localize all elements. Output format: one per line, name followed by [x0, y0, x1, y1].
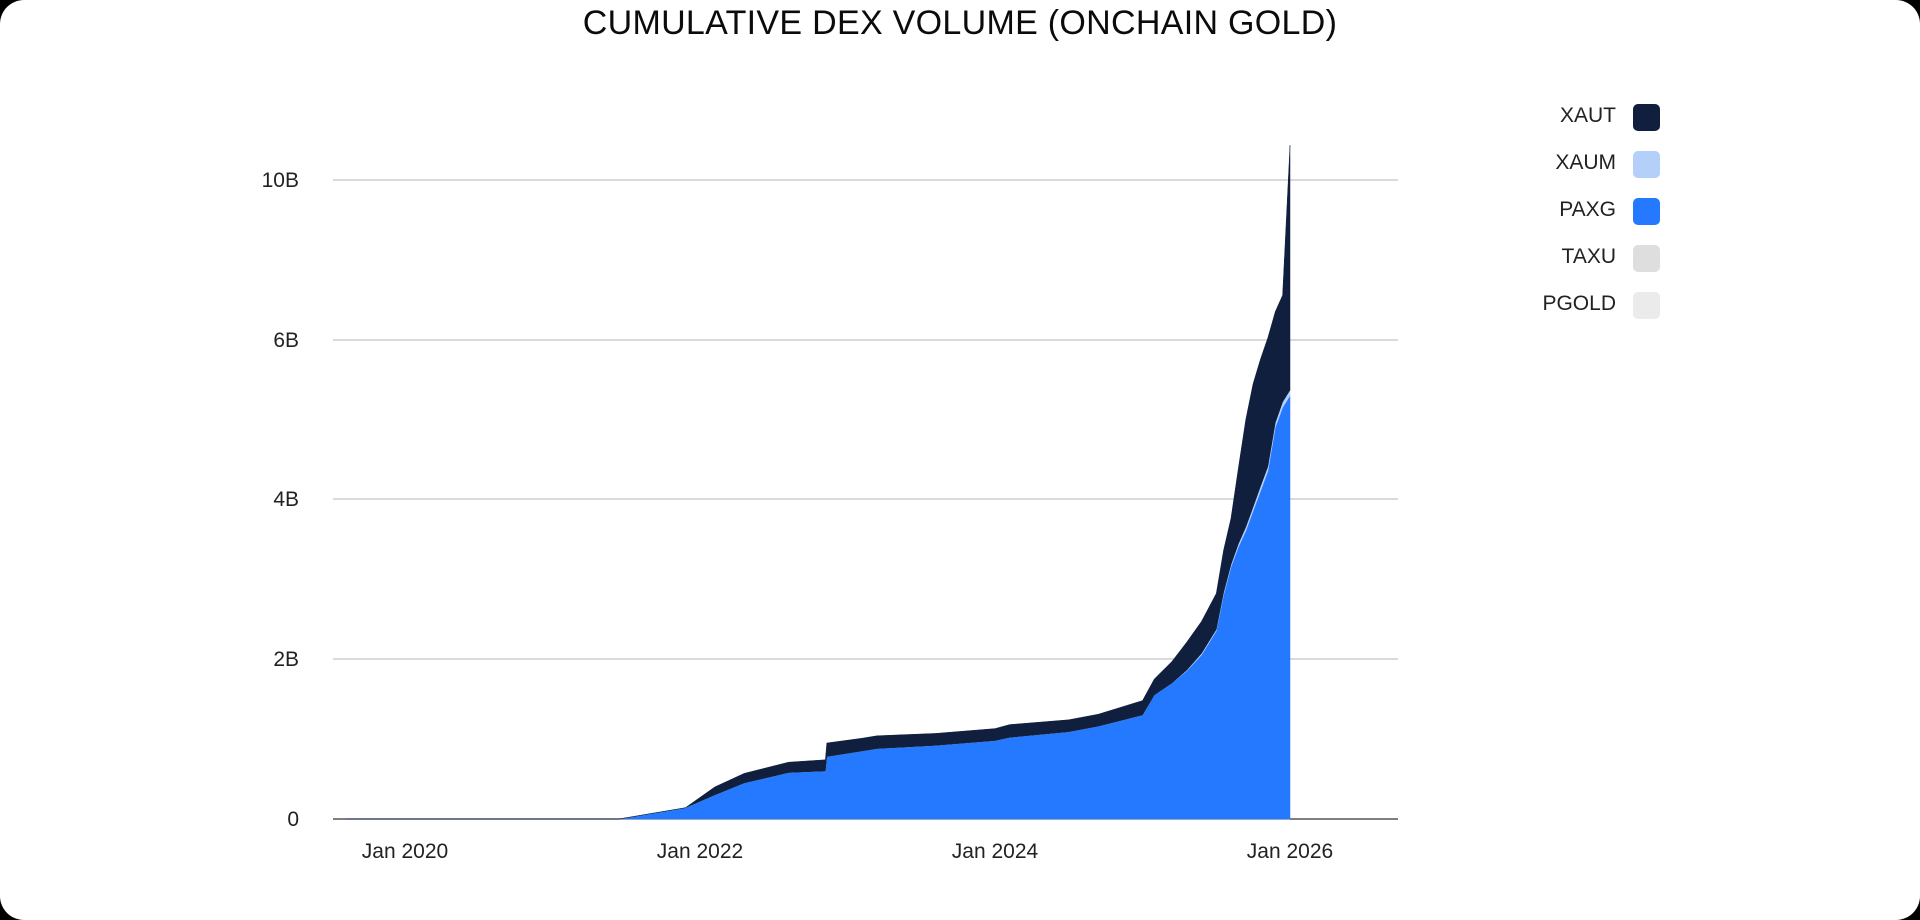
- chart-legend: XAUT XAUM PAXG TAXU PGOLD: [1500, 98, 1660, 333]
- y-tick-label: 10B: [262, 169, 299, 192]
- legend-label: XAUT: [1559, 104, 1616, 127]
- legend-item-paxg: PAXG: [1500, 192, 1660, 239]
- legend-swatch: [1633, 104, 1660, 131]
- y-tick-label: 6B: [273, 329, 299, 352]
- legend-item-xaum: XAUM: [1500, 145, 1660, 192]
- legend-swatch: [1633, 198, 1660, 225]
- legend-label: TAXU: [1561, 245, 1616, 268]
- y-tick-label: 4B: [273, 488, 299, 511]
- x-tick-label: Jan 2026: [1247, 840, 1333, 863]
- area-paxg: [346, 394, 1291, 820]
- x-tick-label: Jan 2020: [362, 840, 448, 863]
- y-tick-label: 2B: [273, 648, 299, 671]
- y-tick-label: 0: [287, 808, 299, 831]
- legend-item-pgold: PGOLD: [1500, 286, 1660, 333]
- x-tick-label: Jan 2024: [952, 840, 1039, 863]
- legend-item-taxu: TAXU: [1500, 239, 1660, 286]
- chart-title: CUMULATIVE DEX VOLUME (ONCHAIN GOLD): [582, 4, 1338, 42]
- legend-swatch: [1633, 245, 1660, 272]
- legend-label: XAUM: [1555, 151, 1616, 174]
- legend-swatch: [1633, 292, 1660, 319]
- legend-label: PAXG: [1559, 198, 1616, 221]
- legend-swatch: [1633, 151, 1660, 178]
- area-xaut: [346, 145, 1291, 820]
- legend-label: PGOLD: [1542, 292, 1616, 315]
- legend-item-xaut: XAUT: [1500, 98, 1660, 145]
- x-tick-label: Jan 2022: [657, 840, 743, 863]
